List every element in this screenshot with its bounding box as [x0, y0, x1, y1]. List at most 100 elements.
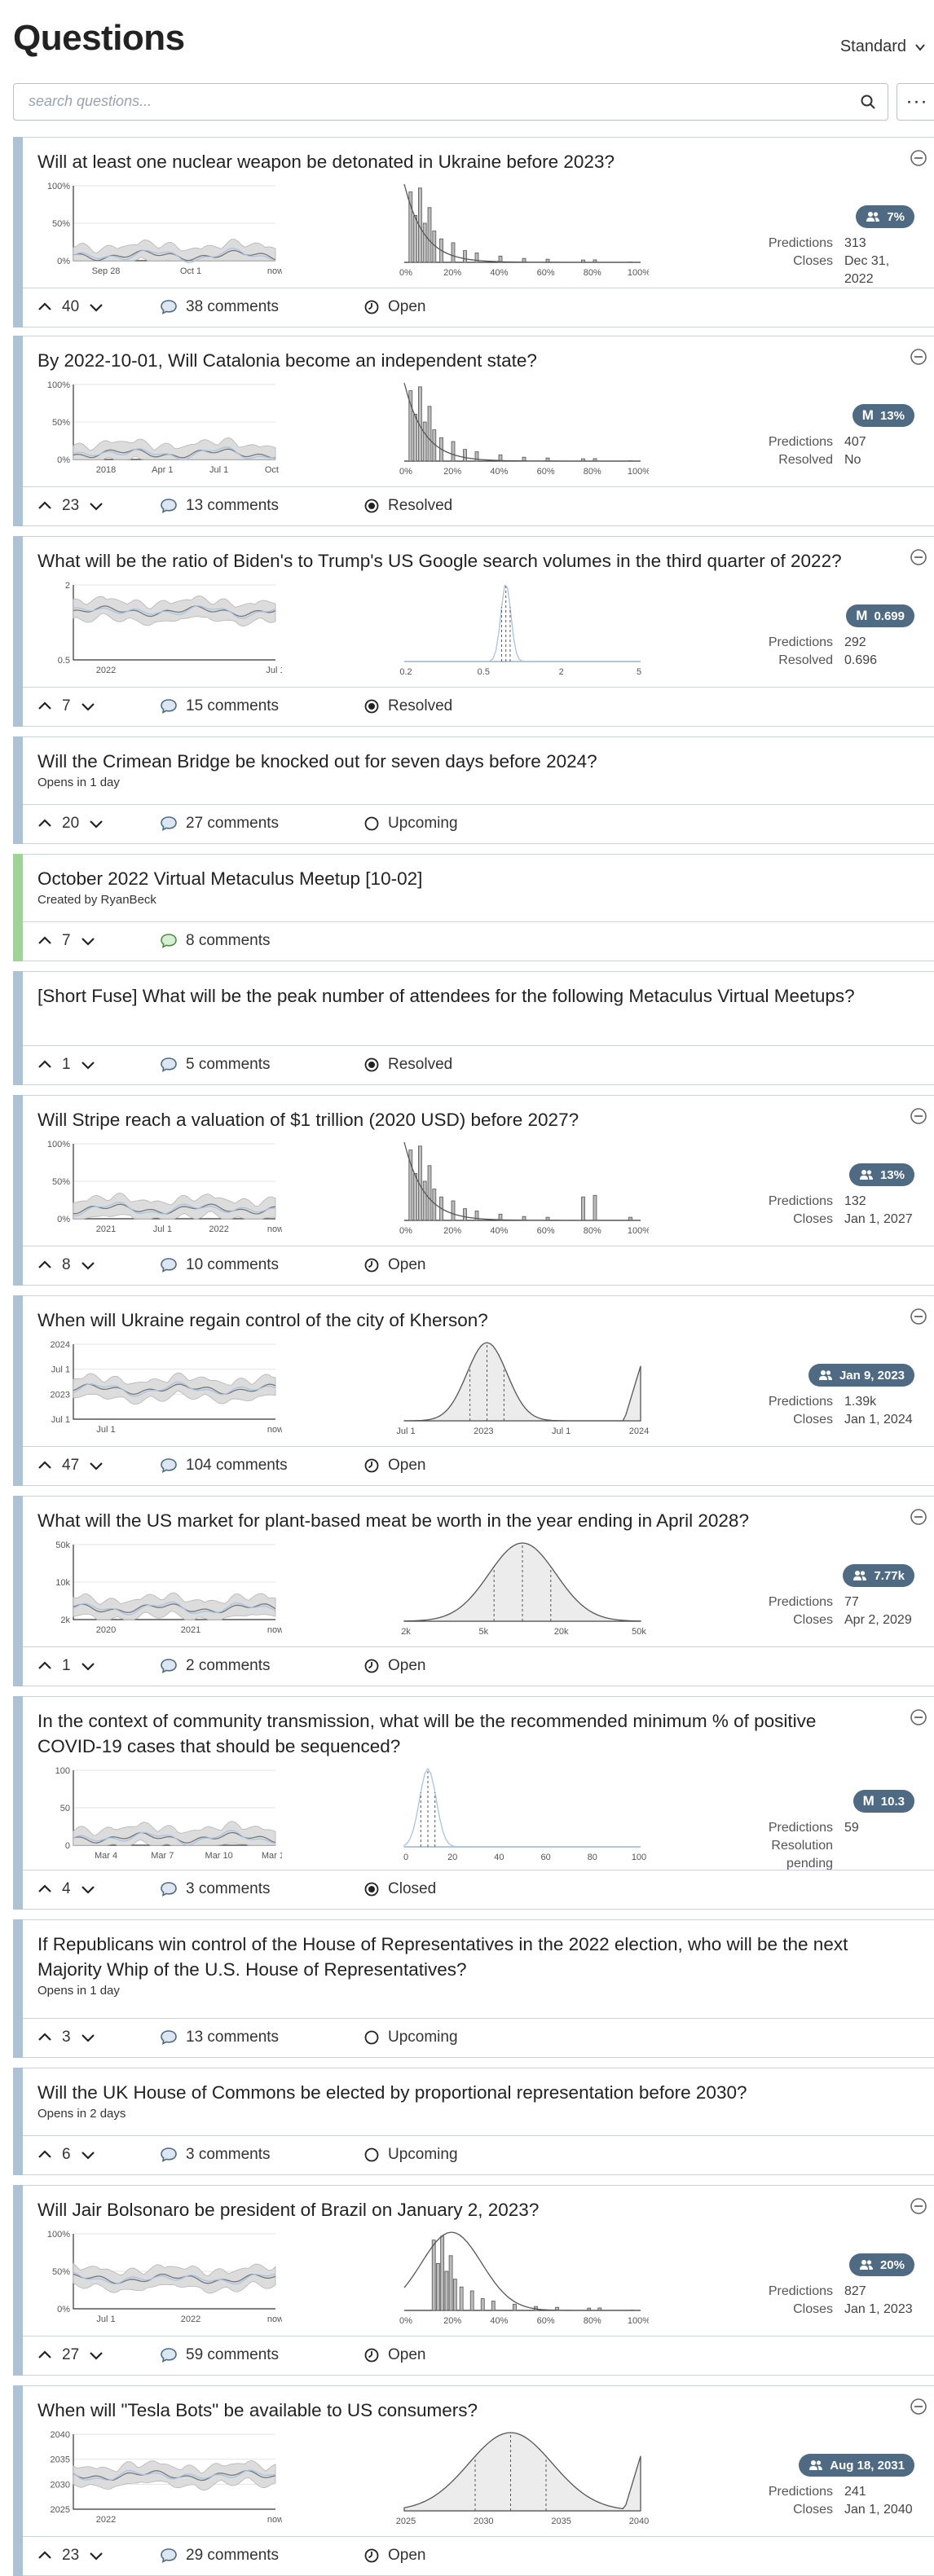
question-title[interactable]: If Republicans win control of the House … [37, 1932, 885, 1982]
question-title[interactable]: Will Stripe reach a valuation of $1 tril… [37, 1107, 885, 1132]
downvote-icon[interactable] [89, 816, 104, 831]
hide-question-icon[interactable] [910, 1508, 927, 1526]
hide-question-icon[interactable] [910, 1308, 927, 1325]
upvote-icon[interactable] [37, 1057, 52, 1072]
question-card[interactable]: In the context of community transmission… [13, 1696, 934, 1910]
downvote-icon[interactable] [81, 2030, 95, 2045]
comments-link[interactable]: 10 comments [160, 1256, 363, 1274]
question-subtitle: Opens in 2 days [37, 2107, 126, 2121]
upvote-icon[interactable] [37, 1258, 52, 1273]
hide-question-icon[interactable] [910, 149, 927, 167]
downvote-icon[interactable] [81, 1882, 95, 1897]
downvote-icon[interactable] [89, 499, 104, 513]
search-input[interactable] [14, 84, 829, 118]
downvote-icon[interactable] [89, 300, 104, 314]
upvote-icon[interactable] [37, 699, 52, 714]
search-icon[interactable] [860, 94, 876, 110]
downvote-icon[interactable] [89, 1458, 104, 1473]
downvote-icon[interactable] [81, 934, 95, 948]
upvote-icon[interactable] [37, 2348, 52, 2363]
stat-label: Predictions [735, 1393, 833, 1411]
hide-question-icon[interactable] [910, 548, 927, 566]
question-card[interactable]: When will "Tesla Bots" be available to U… [13, 2385, 934, 2576]
sort-select[interactable]: Standard [840, 37, 926, 56]
downvote-icon[interactable] [81, 2147, 95, 2162]
question-card[interactable]: What will the US market for plant-based … [13, 1496, 934, 1686]
x-tick-label: Jul 1 [96, 1425, 115, 1435]
comments-link[interactable]: 27 comments [160, 815, 363, 833]
card-stripe [13, 1095, 23, 1286]
upvote-icon[interactable] [37, 1458, 52, 1473]
question-card[interactable]: What will be the ratio of Biden's to Tru… [13, 536, 934, 727]
comments-link[interactable]: 2 comments [160, 1657, 363, 1675]
comments-count: 59 comments [186, 2346, 279, 2364]
sort-select-label: Standard [840, 37, 906, 56]
question-card[interactable]: [Short Fuse] What will be the peak numbe… [13, 971, 934, 1085]
upvote-icon[interactable] [37, 816, 52, 831]
comments-link[interactable]: 38 comments [160, 298, 363, 316]
question-title[interactable]: Will the Crimean Bridge be knocked out f… [37, 749, 885, 774]
question-card[interactable]: Will the UK House of Commons be elected … [13, 2068, 934, 2175]
question-card[interactable]: Will Stripe reach a valuation of $1 tril… [13, 1095, 934, 1286]
question-title[interactable]: When will "Tesla Bots" be available to U… [37, 2398, 885, 2423]
upvote-icon[interactable] [37, 2548, 52, 2563]
x-tick-label: now [267, 1224, 282, 1234]
hide-question-icon[interactable] [910, 1107, 927, 1125]
downvote-icon[interactable] [81, 1057, 95, 1072]
comments-link[interactable]: 8 comments [160, 932, 363, 950]
clock-icon [363, 2547, 380, 2564]
upvote-icon[interactable] [37, 2147, 52, 2162]
hide-question-icon[interactable] [910, 348, 927, 366]
question-title[interactable]: By 2022-10-01, Will Catalonia become an … [37, 348, 885, 373]
comments-link[interactable]: 5 comments [160, 1056, 363, 1074]
comments-link[interactable]: 59 comments [160, 2346, 363, 2364]
downvote-icon[interactable] [81, 699, 95, 714]
question-card[interactable]: October 2022 Virtual Metaculus Meetup [1… [13, 854, 934, 961]
comments-link[interactable]: 3 comments [160, 2146, 363, 2164]
hide-question-icon[interactable] [910, 2398, 927, 2416]
question-card[interactable]: By 2022-10-01, Will Catalonia become an … [13, 336, 934, 526]
comments-link[interactable]: 29 comments [160, 2547, 363, 2565]
comments-link[interactable]: 3 comments [160, 1880, 363, 1898]
downvote-icon[interactable] [81, 1659, 95, 1673]
question-card[interactable]: Will Jair Bolsonaro be president of Braz… [13, 2185, 934, 2376]
question-title[interactable]: Will Jair Bolsonaro be president of Braz… [37, 2197, 885, 2222]
footer-divider [23, 1045, 934, 1046]
question-title[interactable]: Will at least one nuclear weapon be deto… [37, 149, 885, 174]
comments-link[interactable]: 104 comments [160, 1457, 363, 1475]
question-title[interactable]: When will Ukraine regain control of the … [37, 1308, 885, 1333]
question-card[interactable]: If Republicans win control of the House … [13, 1919, 934, 2058]
vote-count: 7 [62, 932, 71, 950]
upvote-icon[interactable] [37, 499, 52, 513]
question-card[interactable]: Will the Crimean Bridge be knocked out f… [13, 736, 934, 844]
question-title[interactable]: What will be the ratio of Biden's to Tru… [37, 548, 885, 574]
card-stripe [13, 137, 23, 327]
downvote-icon[interactable] [89, 2348, 104, 2363]
hide-question-icon[interactable] [910, 2197, 927, 2215]
question-card[interactable]: When will Ukraine regain control of the … [13, 1295, 934, 1486]
question-title[interactable]: What will the US market for plant-based … [37, 1508, 885, 1533]
question-title[interactable]: Will the UK House of Commons be elected … [37, 2080, 885, 2105]
hide-question-icon[interactable] [910, 1708, 927, 1726]
upvote-icon[interactable] [37, 1882, 52, 1897]
downvote-icon[interactable] [89, 2548, 104, 2563]
question-title[interactable]: In the context of community transmission… [37, 1708, 885, 1759]
upvote-icon[interactable] [37, 934, 52, 948]
vote-count: 6 [62, 2146, 71, 2164]
upvote-icon[interactable] [37, 1659, 52, 1673]
question-status: Open [363, 2547, 425, 2565]
more-options-button[interactable]: ··· [897, 83, 934, 121]
question-title[interactable]: October 2022 Virtual Metaculus Meetup [1… [37, 866, 885, 891]
question-title[interactable]: [Short Fuse] What will be the peak numbe… [37, 983, 885, 1009]
question-card[interactable]: Will at least one nuclear weapon be deto… [13, 137, 934, 327]
upvote-icon[interactable] [37, 2030, 52, 2045]
comments-link[interactable]: 15 comments [160, 697, 363, 715]
comments-link[interactable]: 13 comments [160, 2029, 363, 2046]
prediction-value: 20% [880, 2258, 905, 2272]
downvote-icon[interactable] [81, 1258, 95, 1273]
comments-link[interactable]: 13 comments [160, 497, 363, 515]
upvote-icon[interactable] [37, 300, 52, 314]
